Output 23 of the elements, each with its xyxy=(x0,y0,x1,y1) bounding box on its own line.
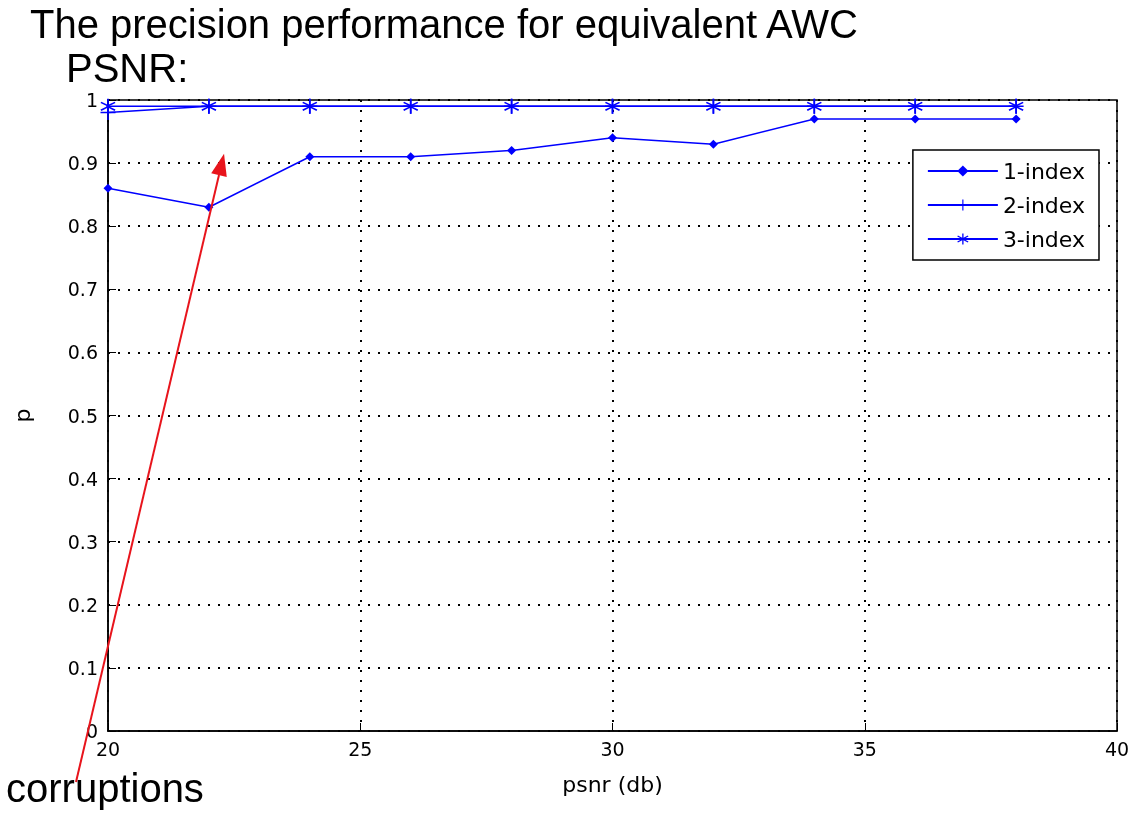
x-tick-label: 40 xyxy=(1104,737,1130,760)
y-tick-label: 0.6 xyxy=(67,341,98,364)
y-tick-label: 0.1 xyxy=(67,656,98,679)
legend-label: 3-index xyxy=(1002,226,1085,252)
x-tick-label: 35 xyxy=(852,737,877,760)
x-tick-label: 25 xyxy=(348,737,373,760)
y-tick-label: 0.9 xyxy=(67,152,98,175)
legend-label: 1-index xyxy=(1002,158,1085,184)
y-tick-label: 1 xyxy=(85,89,98,111)
x-tick-label: 20 xyxy=(95,737,121,760)
y-tick-label: 0.8 xyxy=(67,215,98,238)
x-tick-label: 30 xyxy=(600,737,625,760)
legend-label: 2-index xyxy=(1002,192,1085,218)
text: PSNR: xyxy=(66,46,189,90)
y-tick-label: 0.2 xyxy=(67,593,98,616)
text: corruptions xyxy=(6,766,204,810)
y-tick-label: 0.5 xyxy=(67,404,98,427)
y-tick-label: 0.3 xyxy=(67,530,98,553)
y-tick-label: 0.7 xyxy=(67,278,98,301)
y-tick-label: 0.4 xyxy=(67,467,98,490)
x-axis-title: psnr (db) xyxy=(562,771,663,797)
y-axis-title: p xyxy=(9,408,35,423)
text: The precision performance for equivalent AWC xyxy=(30,2,858,46)
